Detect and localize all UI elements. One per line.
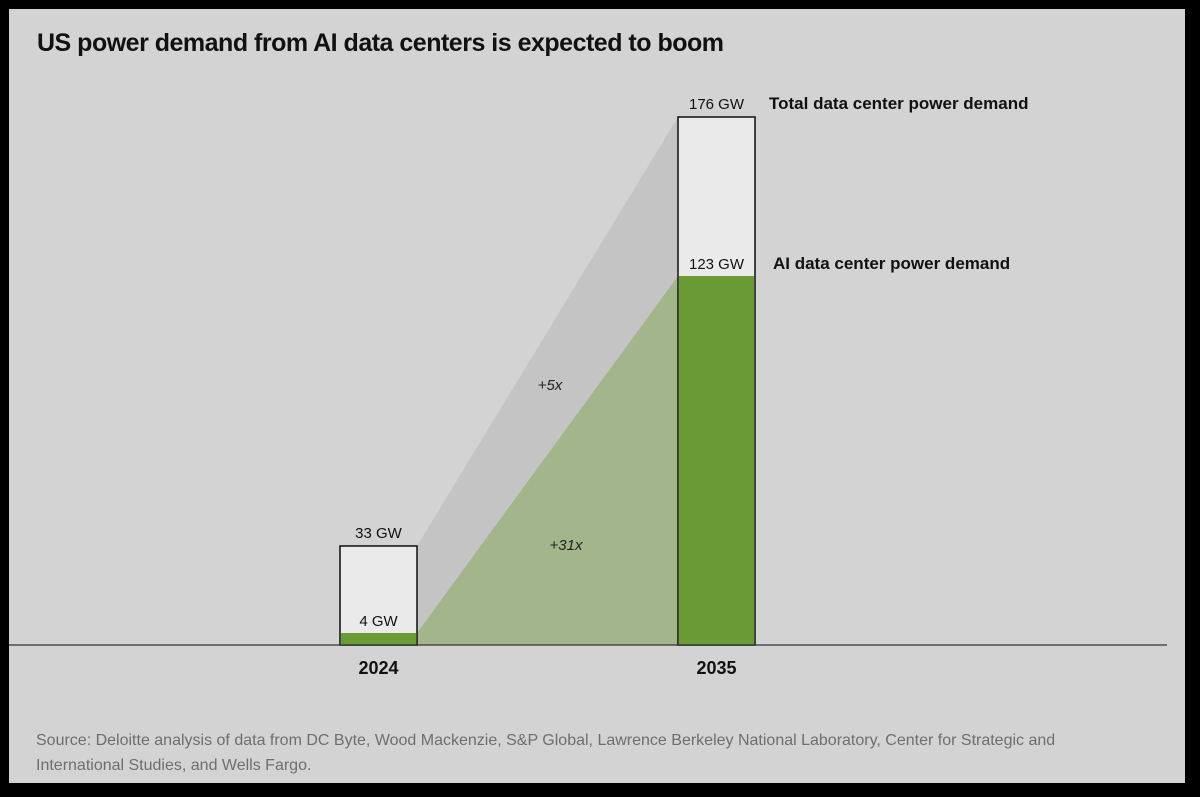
chart-svg: US power demand from AI data centers is … bbox=[9, 29, 1167, 774]
label-total-2035: 176 GW bbox=[689, 96, 745, 113]
ai-growth-band bbox=[417, 276, 678, 645]
growth-annotations: +5x +31x bbox=[538, 377, 583, 554]
source-line-2: International Studies, and Wells Fargo. bbox=[36, 757, 311, 774]
bar-ai-2035 bbox=[678, 276, 755, 645]
growth-annotation-total: +5x bbox=[538, 377, 563, 394]
source-note: Source: Deloitte analysis of data from D… bbox=[36, 732, 1055, 774]
chart-frame: US power demand from AI data centers is … bbox=[9, 9, 1185, 783]
growth-bands bbox=[417, 117, 678, 645]
growth-annotation-ai: +31x bbox=[550, 537, 583, 554]
legend: Total data center power demand AI data ce… bbox=[769, 94, 1028, 273]
label-total-2024: 33 GW bbox=[355, 525, 403, 542]
x-tick-2024: 2024 bbox=[358, 658, 398, 678]
x-tick-2035: 2035 bbox=[696, 658, 736, 678]
legend-total: Total data center power demand bbox=[769, 94, 1028, 113]
bar-total-2024 bbox=[339, 545, 418, 646]
label-ai-2024: 4 GW bbox=[359, 613, 398, 630]
bars bbox=[339, 116, 756, 646]
legend-ai: AI data center power demand bbox=[773, 254, 1010, 273]
label-ai-2035: 123 GW bbox=[689, 256, 745, 273]
value-labels: 33 GW 4 GW 176 GW 123 GW bbox=[355, 96, 745, 630]
chart-title: US power demand from AI data centers is … bbox=[37, 29, 724, 57]
x-tick-labels: 2024 2035 bbox=[358, 658, 736, 678]
source-line-1: Source: Deloitte analysis of data from D… bbox=[36, 732, 1055, 749]
bar-ai-2024 bbox=[340, 633, 417, 645]
source-text: Source: Deloitte analysis of data from D… bbox=[36, 732, 1055, 774]
